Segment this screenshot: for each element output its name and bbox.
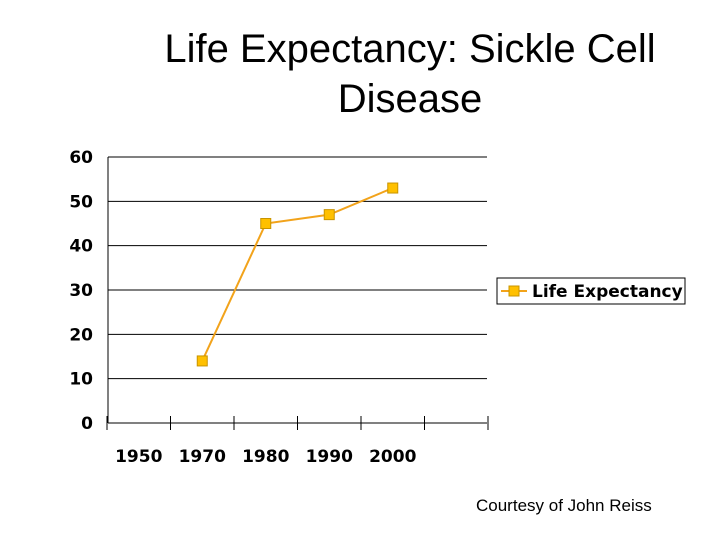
data-point-1970 — [196, 355, 208, 367]
chart-title: Life Expectancy: Sickle Cell Disease — [110, 24, 710, 124]
x-tick-label-1990: 1990 — [306, 447, 353, 467]
data-point-1980 — [260, 218, 272, 229]
courtesy-credit: Courtesy of John Reiss — [476, 496, 652, 515]
y-tick-label-20: 20 — [69, 325, 93, 345]
x-tick-label-1950: 1950 — [115, 447, 162, 467]
y-tick-label-50: 50 — [69, 192, 93, 212]
y-tick-label-60: 60 — [69, 148, 93, 168]
x-tick-label-1970: 1970 — [179, 447, 226, 467]
x-tick-label-1980: 1980 — [242, 447, 289, 467]
y-tick-labels: 0 10 20 30 40 50 60 — [69, 148, 93, 434]
series-layer — [196, 182, 399, 367]
chart-title-line-1: Life Expectancy: Sickle Cell — [164, 27, 656, 71]
axis-layer — [106, 157, 489, 430]
legend-marker-sample — [508, 285, 520, 297]
chart-title-line-2: Disease — [337, 77, 483, 121]
x-tick-label-2000: 2000 — [369, 447, 416, 467]
legend-label: Life Expectancy — [532, 282, 683, 302]
series-line-0 — [201, 187, 394, 362]
y-tick-label-30: 30 — [69, 281, 93, 301]
y-tick-label-10: 10 — [69, 370, 93, 390]
data-point-2000 — [387, 182, 399, 194]
y-tick-label-0: 0 — [81, 414, 93, 434]
y-tick-label-40: 40 — [69, 237, 93, 257]
data-point-1990 — [323, 209, 335, 221]
legend: Life Expectancy — [496, 277, 686, 305]
grid-layer — [108, 156, 487, 380]
legend-box — [496, 277, 686, 305]
x-tick-labels: 1950 1970 1980 1990 2000 — [115, 447, 416, 467]
